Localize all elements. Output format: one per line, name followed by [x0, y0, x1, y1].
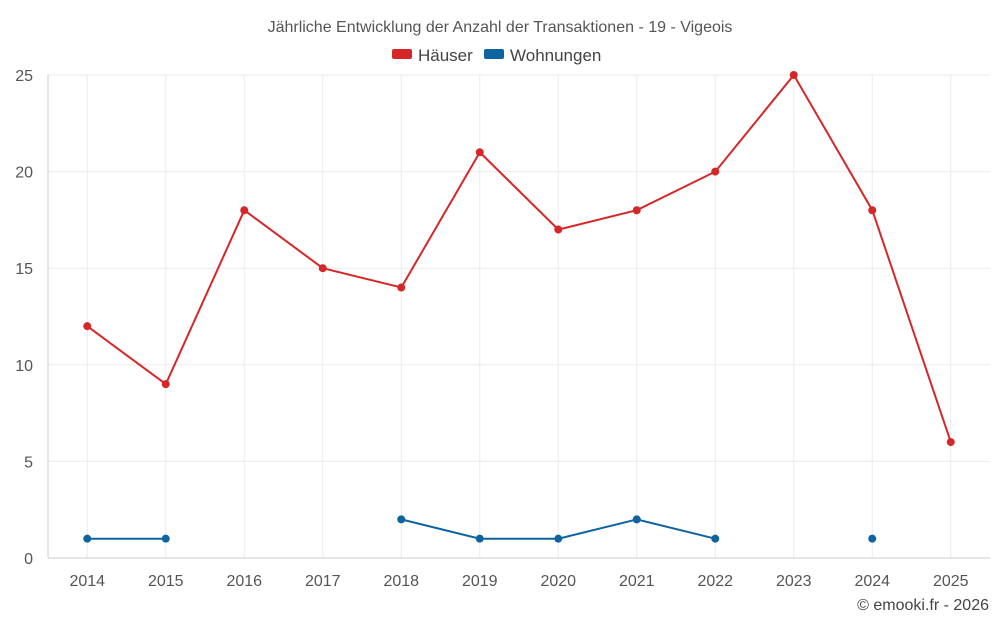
y-tick-label: 15: [15, 261, 33, 278]
data-point-haeuser[interactable]: [868, 206, 877, 215]
series-haeuser: [83, 71, 955, 447]
data-point-haeuser[interactable]: [240, 206, 249, 215]
legend-swatch-wohnungen: [484, 49, 504, 59]
x-tick-label: 2017: [305, 573, 341, 590]
data-point-wohnungen[interactable]: [475, 534, 484, 543]
data-point-wohnungen[interactable]: [83, 534, 92, 543]
data-point-wohnungen[interactable]: [161, 534, 170, 543]
data-point-wohnungen[interactable]: [632, 515, 641, 524]
y-tick-label: 25: [15, 68, 33, 85]
data-point-haeuser[interactable]: [946, 438, 955, 447]
x-tick-label: 2020: [540, 573, 576, 590]
data-point-haeuser[interactable]: [711, 167, 720, 176]
legend-label-wohnungen: Wohnungen: [510, 46, 601, 65]
credit-text: © emooki.fr - 2026: [857, 597, 989, 614]
legend-swatch-haeuser: [392, 49, 412, 59]
legend: Häuser Wohnungen: [392, 46, 601, 65]
x-tick-label: 2022: [697, 573, 733, 590]
x-tick-label: 2016: [226, 573, 262, 590]
series-layer: [83, 71, 955, 543]
legend-item-haeuser[interactable]: Häuser: [392, 46, 473, 65]
data-point-wohnungen[interactable]: [554, 534, 563, 543]
data-point-wohnungen[interactable]: [868, 534, 877, 543]
data-point-haeuser[interactable]: [318, 264, 327, 273]
y-tick-label: 20: [15, 165, 33, 182]
grid: [47, 74, 990, 559]
y-tick-label: 5: [24, 454, 33, 471]
legend-item-wohnungen[interactable]: Wohnungen: [484, 46, 601, 65]
data-point-wohnungen[interactable]: [711, 534, 720, 543]
x-tick-label: 2024: [854, 573, 890, 590]
x-tick-label: 2023: [776, 573, 812, 590]
x-tick-label: 2018: [383, 573, 419, 590]
series-wohnungen: [83, 515, 877, 543]
series-line-haeuser: [86, 73, 952, 443]
data-point-haeuser[interactable]: [161, 380, 170, 389]
y-tick-label: 10: [15, 358, 33, 375]
y-axis: 0 5 10 15 20 25: [15, 68, 33, 568]
data-point-haeuser[interactable]: [554, 225, 563, 234]
data-point-haeuser[interactable]: [83, 322, 92, 331]
x-tick-label: 2021: [619, 573, 655, 590]
x-axis: 2014 2015 2016 2017 2018 2019 2020 2021 2022 2023…: [69, 573, 968, 590]
y-tick-label: 0: [24, 551, 33, 568]
x-tick-label: 2015: [148, 573, 184, 590]
data-point-haeuser[interactable]: [475, 148, 484, 157]
x-tick-label: 2019: [462, 573, 498, 590]
data-point-haeuser[interactable]: [789, 71, 798, 79]
data-point-wohnungen[interactable]: [397, 515, 406, 524]
x-tick-label: 2014: [69, 573, 105, 590]
data-point-haeuser[interactable]: [397, 283, 406, 292]
data-point-haeuser[interactable]: [632, 206, 641, 215]
chart-title: Jährliche Entwicklung der Anzahl der Tra…: [268, 19, 733, 36]
x-tick-label: 2025: [933, 573, 969, 590]
legend-label-haeuser: Häuser: [418, 46, 473, 65]
